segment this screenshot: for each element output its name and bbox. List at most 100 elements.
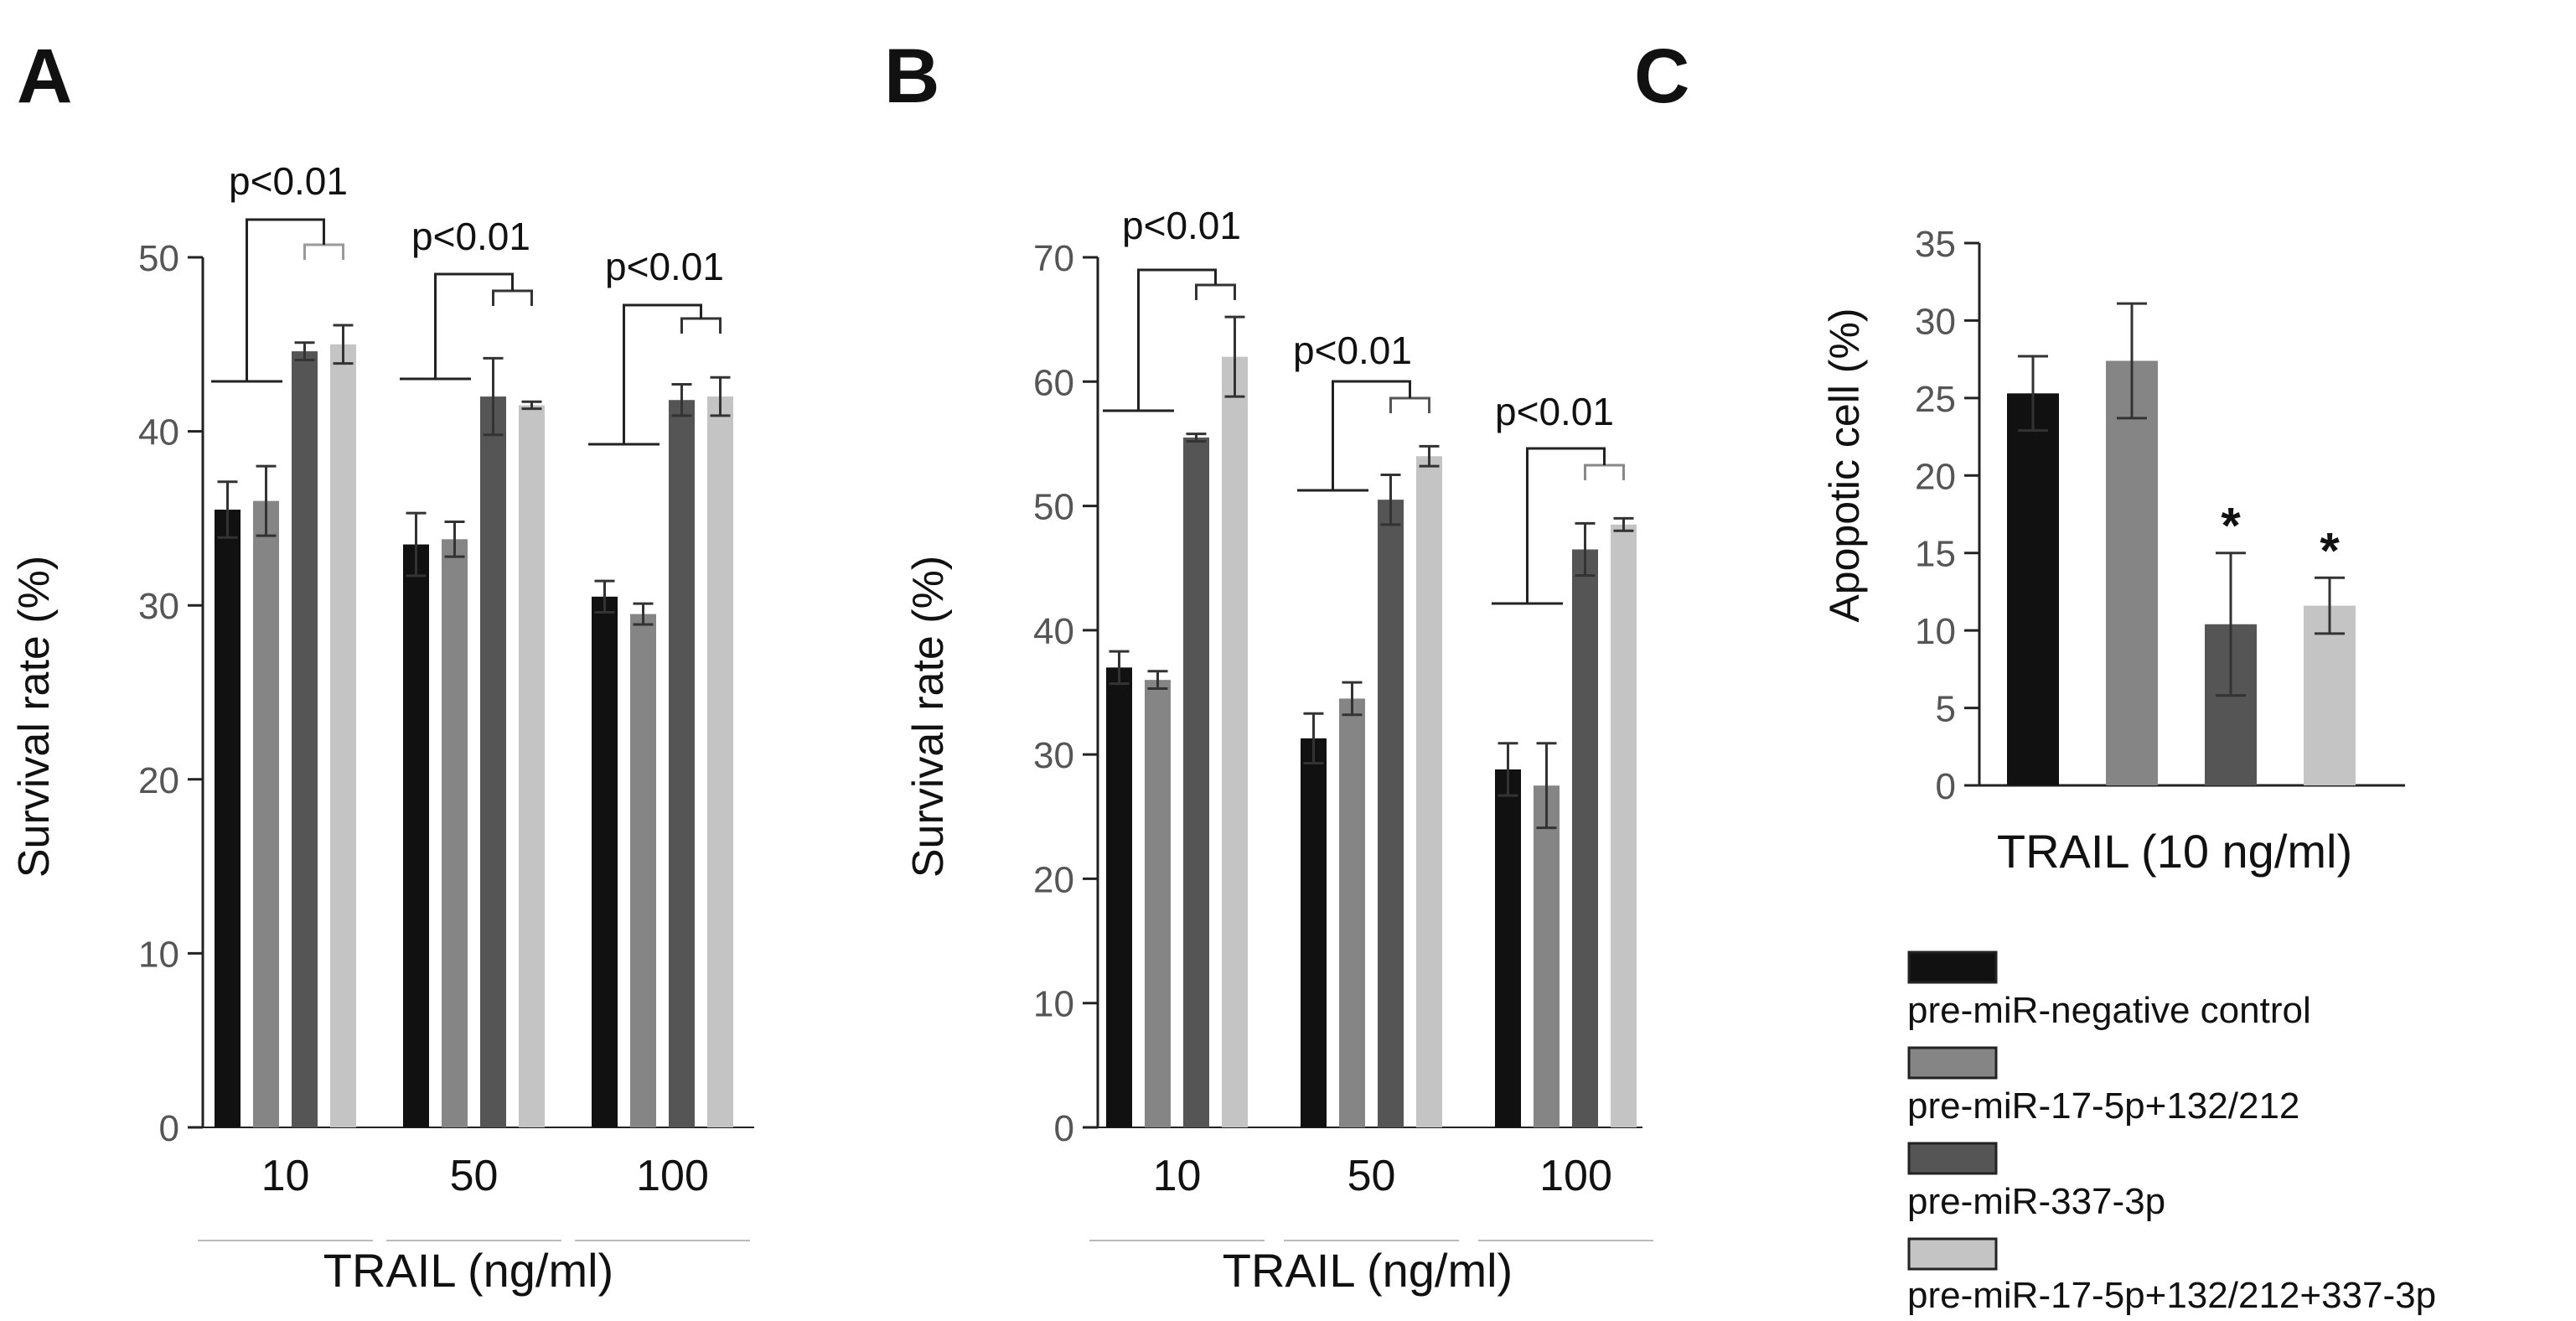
bar <box>2007 393 2059 785</box>
significance-bracket <box>211 218 325 383</box>
bar <box>1572 549 1598 1127</box>
panel-b-x-axis-label: TRAIL (ng/ml) <box>1223 1244 1513 1297</box>
significance-label: p<0.01 <box>229 159 348 203</box>
y-tick-label: 30 <box>1033 735 1074 776</box>
panel-c-plot: 0 5 10 15 20 25 30 35 * * <box>1915 224 2405 807</box>
y-tick-label: 10 <box>1033 984 1074 1025</box>
panel-a-y-axis-label: Survival rate (%) <box>10 556 59 878</box>
y-tick-label: 50 <box>138 238 179 279</box>
panel-b-label: B <box>884 34 939 119</box>
legend-swatch-17-5p-132-212 <box>1907 1046 1998 1080</box>
y-tick-label: 30 <box>1915 301 1956 342</box>
significance-asterisk: * <box>2221 498 2241 554</box>
legend-swatch-337-3p <box>1907 1142 1998 1175</box>
y-tick-label: 25 <box>1915 379 1956 420</box>
significance-bracket-small <box>1389 396 1430 413</box>
bar <box>592 596 618 1127</box>
y-tick-label: 60 <box>1033 362 1074 403</box>
bar <box>480 396 506 1128</box>
panel-a: A Survival rate (%) TRAIL (ng/ml) 0 10 20 3… <box>10 34 754 1297</box>
bar <box>1611 524 1637 1127</box>
y-tick-label: 0 <box>159 1108 179 1149</box>
y-tick-label: 40 <box>138 412 179 453</box>
legend-label-combined: pre-miR-17-5p+132/212+337-3p <box>1907 1275 2436 1316</box>
significance-bracket <box>400 272 514 381</box>
y-tick-label: 50 <box>1033 487 1074 528</box>
panel-a-label: A <box>17 34 72 119</box>
y-tick-label: 20 <box>138 760 179 801</box>
bar <box>215 510 241 1127</box>
legend-label-negative-control: pre-miR-negative control <box>1907 990 2311 1031</box>
y-tick-label: 35 <box>1915 224 1956 265</box>
panel-b-y-axis-label: Survival rate (%) <box>904 556 953 878</box>
x-category-label: 50 <box>1347 1152 1396 1200</box>
panel-c: C Apopotic cell (%) TRAIL (10 ng/ml) 0 5 1… <box>1634 34 2405 878</box>
bar <box>1416 456 1442 1127</box>
y-tick-label: 20 <box>1915 456 1956 497</box>
significance-bracket-small <box>1584 464 1625 480</box>
bar <box>1222 356 1248 1128</box>
significance-bracket <box>1297 380 1411 492</box>
panel-b-plot: 0 10 20 30 40 50 60 70 10 p<0.01 50 p<0.01 100 p<0.01 <box>1033 204 1653 1241</box>
y-tick-label: 0 <box>1936 766 1956 807</box>
legend-swatch-negative-control <box>1907 951 1998 984</box>
x-category-label: 50 <box>450 1152 499 1200</box>
bar <box>1183 438 1209 1127</box>
significance-bracket <box>1492 447 1606 605</box>
bar <box>1534 785 1560 1127</box>
significance-bracket-small <box>1195 283 1236 300</box>
y-tick-label: 5 <box>1936 689 1956 730</box>
y-tick-label: 30 <box>138 586 179 627</box>
bar <box>1339 698 1365 1127</box>
legend: pre-miR-negative control pre-miR-17-5p+1… <box>1907 951 2436 1316</box>
y-tick-label: 0 <box>1054 1108 1074 1149</box>
panel-c-label: C <box>1634 34 1689 119</box>
significance-label: p<0.01 <box>1122 204 1241 247</box>
panel-c-y-axis-label: Apopotic cell (%) <box>1821 308 1868 622</box>
bar <box>1106 667 1132 1127</box>
bar <box>519 405 545 1128</box>
bar <box>1378 500 1404 1127</box>
bar <box>1145 680 1171 1127</box>
y-tick-label: 10 <box>138 934 179 975</box>
bar <box>707 396 733 1128</box>
y-tick-label: 20 <box>1033 859 1074 900</box>
significance-bracket-small <box>680 317 722 334</box>
panel-a-x-axis-label: TRAIL (ng/ml) <box>323 1244 613 1297</box>
significance-label: p<0.01 <box>1495 390 1614 433</box>
significance-bracket <box>588 303 702 446</box>
y-tick-label: 40 <box>1033 611 1074 652</box>
bar <box>630 614 656 1127</box>
significance-label: p<0.01 <box>411 215 530 258</box>
bar <box>292 351 318 1127</box>
significance-label: p<0.01 <box>1293 329 1412 372</box>
bar <box>442 539 468 1127</box>
significance-bracket-small <box>492 289 533 306</box>
significance-asterisk: * <box>2320 522 2340 578</box>
significance-bracket-small <box>303 243 344 260</box>
y-tick-label: 10 <box>1915 611 1956 652</box>
bar <box>253 500 279 1127</box>
x-category-label: 10 <box>1153 1152 1202 1200</box>
x-category-label: 10 <box>261 1152 310 1200</box>
x-category-label: 100 <box>636 1152 709 1200</box>
panel-a-plot: 0 10 20 30 40 50 10 p<0.01 50 p<0.01 100 p<0.01 <box>138 159 754 1241</box>
x-category-label: 100 <box>1539 1152 1612 1200</box>
bar <box>2304 605 2356 785</box>
bar <box>2106 360 2158 785</box>
significance-label: p<0.01 <box>605 245 724 288</box>
bar <box>669 400 695 1127</box>
panel-b: B Survival rate (%) TRAIL (ng/ml) 0 10 20 3… <box>884 34 1653 1297</box>
bar <box>403 544 429 1127</box>
bar <box>330 344 356 1127</box>
legend-label-337-3p: pre-miR-337-3p <box>1907 1181 2165 1222</box>
bar <box>1495 769 1521 1127</box>
significance-bracket <box>1103 268 1217 412</box>
legend-swatch-combined <box>1907 1237 1998 1271</box>
y-tick-label: 15 <box>1915 534 1956 575</box>
panel-c-x-axis-label: TRAIL (10 ng/ml) <box>1997 825 2352 878</box>
bar <box>1301 738 1327 1127</box>
legend-label-17-5p-132-212: pre-miR-17-5p+132/212 <box>1907 1085 2299 1127</box>
y-tick-label: 70 <box>1033 238 1074 279</box>
